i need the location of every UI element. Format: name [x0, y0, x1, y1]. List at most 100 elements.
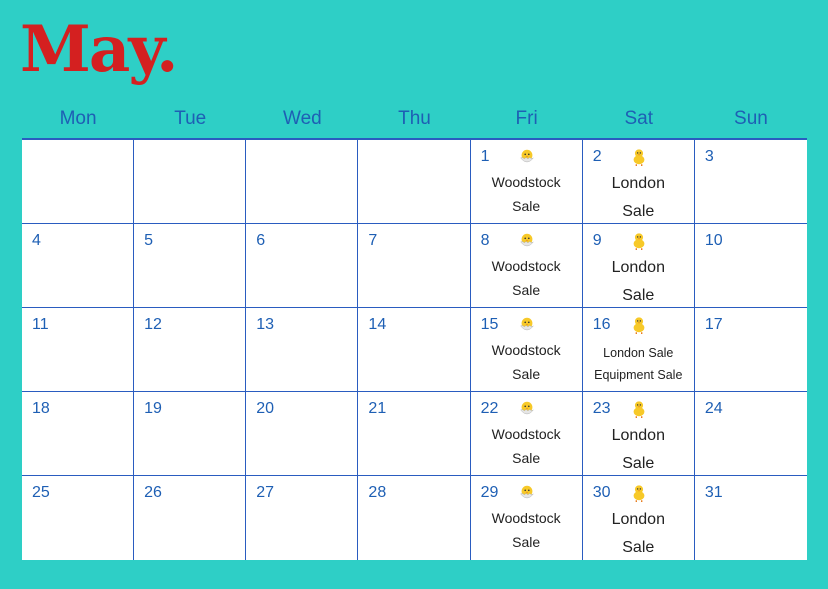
- baby-chick-icon: [630, 148, 648, 166]
- day-number: 19: [144, 400, 162, 417]
- day-cell[interactable]: 4: [22, 224, 135, 308]
- event[interactable]: London Sale: [583, 254, 694, 310]
- event-text: Sale: [512, 282, 541, 298]
- baby-chick-icon: [630, 484, 648, 502]
- day-number: 16: [592, 316, 611, 333]
- day-cell[interactable]: 6: [246, 224, 359, 308]
- hatching-chick-icon: [518, 484, 536, 502]
- event-text: Sale: [512, 450, 541, 466]
- day-cell[interactable]: 2 London Sale: [582, 140, 695, 226]
- day-number: 11: [32, 316, 49, 333]
- day-cell[interactable]: 1 Woodstock Sale: [470, 140, 583, 224]
- day-cell[interactable]: [358, 140, 471, 224]
- day-cell[interactable]: 16 London Sale Equipment Sale: [582, 308, 695, 392]
- day-number: 28: [368, 484, 387, 501]
- day-number: 10: [704, 232, 723, 249]
- hatching-chick-icon: [518, 400, 536, 418]
- day-number: 7: [368, 232, 378, 249]
- weekday-header-row: Mon Tue Wed Thu Fri Sat Sun: [22, 108, 807, 130]
- event-text: London: [611, 511, 665, 528]
- day-number: 26: [144, 484, 162, 501]
- event-text: Sale: [512, 198, 541, 214]
- day-cell[interactable]: 17: [694, 308, 807, 392]
- event[interactable]: Woodstock Sale: [471, 254, 582, 302]
- day-number: 20: [256, 400, 275, 417]
- event-text: London: [611, 259, 665, 276]
- day-number: 12: [144, 316, 162, 333]
- day-cell[interactable]: 21: [358, 392, 471, 476]
- day-cell[interactable]: 28: [358, 476, 471, 560]
- day-cell[interactable]: 29 Woodstock Sale: [471, 476, 583, 560]
- day-number: 17: [704, 316, 723, 333]
- event[interactable]: Woodstock Sale: [471, 338, 582, 386]
- baby-chick-icon: [630, 232, 648, 250]
- event[interactable]: Woodstock Sale: [471, 170, 582, 218]
- day-cell[interactable]: 23 London Sale: [582, 392, 695, 478]
- hatching-chick-icon: [518, 148, 536, 166]
- baby-chick-icon: [630, 400, 648, 418]
- event[interactable]: London Sale: [583, 170, 694, 226]
- day-cell[interactable]: 10: [694, 224, 807, 308]
- day-cell[interactable]: 11: [22, 308, 135, 392]
- day-cell[interactable]: 5: [134, 224, 247, 308]
- event[interactable]: Woodstock Sale: [471, 422, 582, 470]
- day-cell[interactable]: 26: [134, 476, 247, 560]
- event-text: Sale: [512, 534, 541, 550]
- baby-chick-icon: [630, 316, 648, 334]
- day-number: 1: [480, 148, 490, 165]
- day-number: 18: [32, 400, 50, 417]
- hatching-chick-icon: [518, 316, 536, 334]
- event-text: Sale: [622, 539, 655, 556]
- event-text: Equipment Sale: [594, 368, 683, 382]
- day-cell[interactable]: 27: [246, 476, 359, 560]
- day-number: 5: [144, 232, 154, 249]
- day-cell[interactable]: 3: [694, 140, 807, 224]
- day-cell[interactable]: 7: [358, 224, 471, 308]
- day-cell[interactable]: [246, 140, 359, 224]
- day-cell[interactable]: 8 Woodstock Sale: [470, 224, 583, 308]
- weekday-wed: Wed: [282, 108, 322, 129]
- day-number: 13: [256, 316, 275, 333]
- day-number: 9: [592, 232, 602, 249]
- day-cell[interactable]: 12: [134, 308, 247, 392]
- day-cell[interactable]: 25: [22, 476, 135, 560]
- day-cell[interactable]: 22 Woodstock Sale: [470, 392, 583, 476]
- day-number: 29: [480, 484, 499, 501]
- day-cell[interactable]: 20: [246, 392, 359, 476]
- day-cell[interactable]: 14: [358, 308, 471, 392]
- day-number: 21: [368, 400, 387, 417]
- day-cell[interactable]: 9 London Sale: [582, 224, 695, 310]
- day-number: 2: [592, 148, 602, 165]
- day-number: 6: [256, 232, 266, 249]
- event[interactable]: London Sale: [583, 506, 694, 562]
- weekday-fri: Fri: [515, 108, 538, 129]
- day-number: 24: [704, 400, 723, 417]
- event-text: Woodstock: [491, 174, 561, 190]
- day-cell[interactable]: 31: [695, 476, 807, 560]
- weekday-sun: Sun: [734, 108, 768, 129]
- event[interactable]: London Sale: [583, 422, 694, 478]
- day-cell[interactable]: [22, 140, 135, 224]
- day-cell[interactable]: 30 London Sale: [583, 476, 695, 560]
- weekday-mon: Mon: [59, 108, 97, 129]
- day-cell[interactable]: 15 Woodstock Sale: [470, 308, 583, 392]
- day-cell[interactable]: 24: [694, 392, 807, 476]
- event-text: Woodstock: [491, 342, 561, 358]
- day-cell[interactable]: 18: [22, 392, 135, 476]
- day-cell[interactable]: 19: [134, 392, 247, 476]
- day-number: 22: [480, 400, 499, 417]
- day-number: 3: [704, 148, 714, 165]
- weekday-thu: Thu: [398, 108, 431, 129]
- event-text: London: [611, 175, 665, 192]
- calendar-grid: 1 Woodstock Sale 2 London Sale 3 4 5 6 7 8 Woodstock…: [22, 138, 807, 560]
- event-text: Woodstock: [491, 510, 561, 526]
- day-cell[interactable]: 13: [246, 308, 359, 392]
- event[interactable]: London Sale Equipment Sale: [583, 342, 694, 386]
- event-text: Sale: [622, 287, 655, 304]
- day-number: 14: [368, 316, 387, 333]
- event[interactable]: Woodstock Sale: [471, 506, 582, 554]
- day-number: 27: [256, 484, 275, 501]
- day-number: 15: [480, 316, 499, 333]
- day-cell[interactable]: [134, 140, 247, 224]
- weekday-sat: Sat: [624, 108, 654, 129]
